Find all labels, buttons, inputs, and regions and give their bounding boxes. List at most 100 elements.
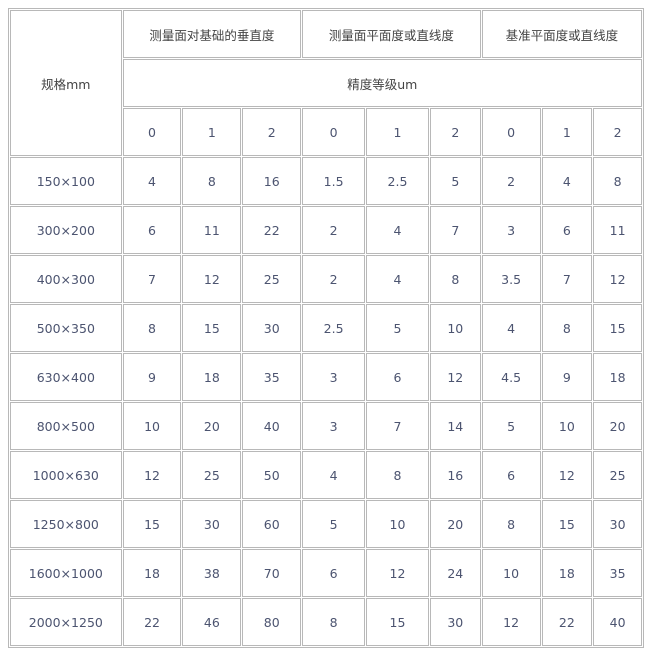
value-cell: 80 <box>242 598 302 646</box>
grade-header: 2 <box>593 108 642 156</box>
table-row: 800×500 10 20 40 3 7 14 5 10 20 <box>10 402 642 450</box>
table-row: 500×350 8 15 30 2.5 5 10 4 8 15 <box>10 304 642 352</box>
value-cell: 2.5 <box>366 157 429 205</box>
value-cell: 12 <box>541 451 593 499</box>
spec-cell: 400×300 <box>10 255 122 303</box>
spec-cell: 1000×630 <box>10 451 122 499</box>
value-cell: 10 <box>429 304 481 352</box>
value-cell: 12 <box>481 598 541 646</box>
precision-header: 精度等级um <box>122 59 642 107</box>
value-cell: 8 <box>593 157 642 205</box>
value-cell: 24 <box>429 549 481 597</box>
value-cell: 60 <box>242 500 302 548</box>
value-cell: 7 <box>541 255 593 303</box>
value-cell: 11 <box>593 206 642 254</box>
value-cell: 8 <box>481 500 541 548</box>
value-cell: 2.5 <box>302 304 366 352</box>
value-cell: 18 <box>541 549 593 597</box>
value-cell: 6 <box>122 206 182 254</box>
group-header: 基准平面度或直线度 <box>481 10 642 58</box>
value-cell: 5 <box>366 304 429 352</box>
table-row: 400×300 7 12 25 2 4 8 3.5 7 12 <box>10 255 642 303</box>
value-cell: 30 <box>593 500 642 548</box>
value-cell: 22 <box>242 206 302 254</box>
value-cell: 7 <box>366 402 429 450</box>
value-cell: 15 <box>593 304 642 352</box>
spec-cell: 300×200 <box>10 206 122 254</box>
grade-header: 1 <box>182 108 242 156</box>
value-cell: 9 <box>122 353 182 401</box>
group-header: 测量面平面度或直线度 <box>302 10 481 58</box>
value-cell: 9 <box>541 353 593 401</box>
value-cell: 4 <box>302 451 366 499</box>
value-cell: 18 <box>122 549 182 597</box>
value-cell: 8 <box>541 304 593 352</box>
value-cell: 16 <box>242 157 302 205</box>
spec-cell: 2000×1250 <box>10 598 122 646</box>
spec-cell: 500×350 <box>10 304 122 352</box>
value-cell: 20 <box>593 402 642 450</box>
spec-cell: 150×100 <box>10 157 122 205</box>
spec-cell: 1250×800 <box>10 500 122 548</box>
grade-header: 1 <box>541 108 593 156</box>
value-cell: 50 <box>242 451 302 499</box>
value-cell: 1.5 <box>302 157 366 205</box>
grade-header: 0 <box>302 108 366 156</box>
value-cell: 6 <box>302 549 366 597</box>
precision-table: 规格mm 测量面对基础的垂直度 测量面平面度或直线度 基准平面度或直线度 精度等… <box>8 8 644 648</box>
table-row: 300×200 6 11 22 2 4 7 3 6 11 <box>10 206 642 254</box>
value-cell: 25 <box>182 451 242 499</box>
value-cell: 10 <box>366 500 429 548</box>
value-cell: 20 <box>429 500 481 548</box>
value-cell: 40 <box>242 402 302 450</box>
value-cell: 4 <box>122 157 182 205</box>
value-cell: 4.5 <box>481 353 541 401</box>
value-cell: 3.5 <box>481 255 541 303</box>
value-cell: 38 <box>182 549 242 597</box>
value-cell: 22 <box>541 598 593 646</box>
value-cell: 4 <box>541 157 593 205</box>
spec-header: 规格mm <box>10 10 122 156</box>
value-cell: 15 <box>366 598 429 646</box>
value-cell: 12 <box>182 255 242 303</box>
value-cell: 25 <box>593 451 642 499</box>
value-cell: 20 <box>182 402 242 450</box>
value-cell: 4 <box>366 255 429 303</box>
value-cell: 70 <box>242 549 302 597</box>
value-cell: 6 <box>481 451 541 499</box>
table-row: 1000×630 12 25 50 4 8 16 6 12 25 <box>10 451 642 499</box>
value-cell: 18 <box>593 353 642 401</box>
value-cell: 14 <box>429 402 481 450</box>
value-cell: 16 <box>429 451 481 499</box>
value-cell: 3 <box>302 402 366 450</box>
value-cell: 10 <box>122 402 182 450</box>
value-cell: 8 <box>122 304 182 352</box>
value-cell: 5 <box>302 500 366 548</box>
value-cell: 10 <box>541 402 593 450</box>
value-cell: 2 <box>481 157 541 205</box>
value-cell: 30 <box>182 500 242 548</box>
value-cell: 12 <box>429 353 481 401</box>
group-header: 测量面对基础的垂直度 <box>122 10 302 58</box>
header-row-precision: 精度等级um <box>10 59 642 107</box>
value-cell: 6 <box>366 353 429 401</box>
value-cell: 8 <box>429 255 481 303</box>
header-row-groups: 规格mm 测量面对基础的垂直度 测量面平面度或直线度 基准平面度或直线度 <box>10 10 642 156</box>
value-cell: 2 <box>302 255 366 303</box>
value-cell: 12 <box>122 451 182 499</box>
value-cell: 10 <box>481 549 541 597</box>
table-row: 1250×800 15 30 60 5 10 20 8 15 30 <box>10 500 642 548</box>
spec-cell: 630×400 <box>10 353 122 401</box>
value-cell: 4 <box>481 304 541 352</box>
value-cell: 30 <box>242 304 302 352</box>
value-cell: 8 <box>302 598 366 646</box>
value-cell: 35 <box>593 549 642 597</box>
value-cell: 35 <box>242 353 302 401</box>
value-cell: 22 <box>122 598 182 646</box>
value-cell: 5 <box>429 157 481 205</box>
value-cell: 30 <box>429 598 481 646</box>
value-cell: 25 <box>242 255 302 303</box>
value-cell: 15 <box>541 500 593 548</box>
table-row: 150×100 4 8 16 1.5 2.5 5 2 4 8 <box>10 157 642 205</box>
